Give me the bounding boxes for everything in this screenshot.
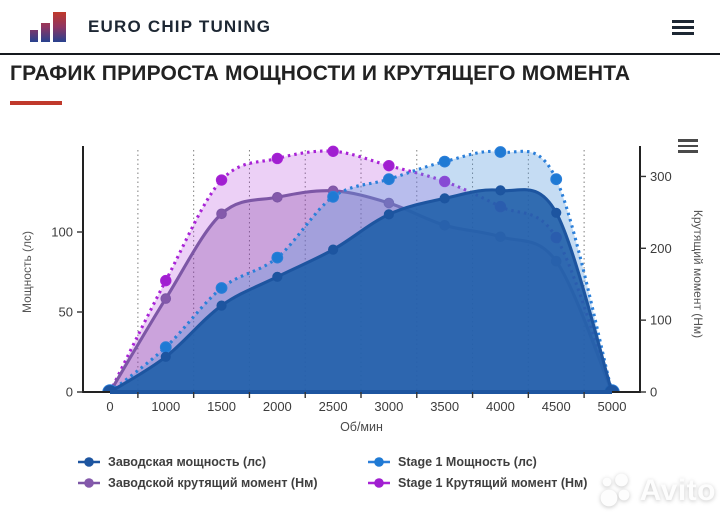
- torque-tick-label: 100: [650, 313, 672, 328]
- x-tick-label: 4000: [486, 399, 515, 414]
- avito-watermark-text: Avito: [639, 474, 716, 507]
- data-point[interactable]: [383, 197, 395, 209]
- data-point[interactable]: [271, 251, 284, 264]
- avito-logo-icon: [600, 473, 630, 507]
- data-point[interactable]: [216, 300, 227, 311]
- data-point[interactable]: [494, 146, 507, 158]
- data-point[interactable]: [438, 175, 451, 188]
- legend-item[interactable]: Stage 1 Крутящий момент (Нм): [368, 476, 668, 490]
- series-power-solid: [103, 185, 619, 393]
- torque-tick-label: 0: [650, 385, 657, 400]
- avito-watermark: Avito: [598, 473, 716, 509]
- x-tick-label: 1500: [207, 399, 236, 414]
- data-point[interactable]: [216, 208, 227, 220]
- x-tick-label: 2000: [263, 399, 292, 414]
- chart: 0 1000 1500 2000 2500 3000 3500 4000 4500 5000 Об/…: [0, 128, 720, 504]
- power-axis-title: Мощность (лс): [20, 231, 34, 313]
- site-header: EURO CHIP TUNING: [0, 0, 720, 55]
- legend-label: Stage 1 Крутящий момент (Нм): [398, 476, 588, 490]
- legend-marker-icon: [78, 457, 100, 467]
- x-tick-label: 1000: [151, 399, 180, 414]
- data-point[interactable]: [215, 282, 228, 294]
- power-tick-label: 100: [51, 225, 73, 240]
- data-point[interactable]: [215, 174, 228, 186]
- torque-tick-label: 300: [650, 169, 672, 184]
- data-point[interactable]: [383, 209, 394, 220]
- data-point[interactable]: [438, 155, 451, 168]
- data-point[interactable]: [439, 193, 450, 204]
- legend-item[interactable]: Stage 1 Мощность (лс): [368, 455, 668, 469]
- torque-tick-label: 200: [650, 241, 672, 256]
- legend-label: Заводской крутящий момент (Нм): [108, 476, 318, 490]
- brand-logo-icon: [30, 11, 66, 42]
- data-point[interactable]: [159, 341, 172, 354]
- x-tick-label: 2500: [319, 399, 348, 414]
- chart-context-menu-icon[interactable]: [678, 139, 698, 156]
- data-point[interactable]: [272, 191, 283, 203]
- menu-icon[interactable]: [672, 20, 694, 38]
- legend-item[interactable]: Заводская мощность (лс): [78, 455, 368, 469]
- data-point[interactable]: [550, 173, 563, 186]
- data-point[interactable]: [327, 190, 340, 203]
- data-point[interactable]: [160, 274, 172, 287]
- data-point[interactable]: [272, 271, 283, 282]
- page-title: ГРАФИК ПРИРОСТА МОЩНОСТИ И КРУТЯЩЕГО МОМ…: [10, 62, 631, 85]
- brand[interactable]: EURO CHIP TUNING: [30, 10, 271, 44]
- brand-name: EURO CHIP TUNING: [88, 16, 272, 36]
- data-point[interactable]: [160, 293, 172, 304]
- legend-marker-icon: [368, 457, 390, 467]
- data-point[interactable]: [495, 185, 506, 196]
- x-tick-label: 3500: [430, 399, 459, 414]
- data-point[interactable]: [328, 244, 339, 255]
- x-tick-label: 0: [106, 399, 113, 414]
- x-tick-label: 4500: [542, 399, 571, 414]
- legend-item[interactable]: Заводской крутящий момент (Нм): [78, 476, 368, 490]
- torque-axis-title: Крутящий момент (Нм): [691, 210, 705, 338]
- legend-marker-icon: [368, 478, 390, 488]
- chart-legend: Заводская мощность (лс) Stage 1 Мощность …: [78, 455, 678, 490]
- x-axis-title: Об/мин: [340, 420, 383, 434]
- axes: 0 1000 1500 2000 2500 3000 3500 4000 4500 5000Об/…: [20, 146, 705, 434]
- data-point[interactable]: [551, 207, 562, 218]
- chart-plot-area[interactable]: 0 1000 1500 2000 2500 3000 3500 4000 4500 5000Об/…: [0, 128, 720, 454]
- data-point[interactable]: [327, 145, 339, 157]
- x-tick-label: 3000: [374, 399, 403, 414]
- data-point[interactable]: [383, 159, 395, 172]
- power-tick-label: 50: [59, 305, 73, 320]
- legend-marker-icon: [78, 478, 100, 488]
- data-point[interactable]: [382, 173, 395, 186]
- x-tick-label: 5000: [598, 399, 627, 414]
- data-point[interactable]: [271, 152, 284, 165]
- title-accent-bar: [10, 101, 62, 105]
- legend-label: Заводская мощность (лс): [108, 455, 267, 469]
- power-tick-label: 0: [66, 385, 73, 400]
- legend-label: Stage 1 Мощность (лс): [398, 455, 537, 469]
- data-point[interactable]: [160, 351, 171, 362]
